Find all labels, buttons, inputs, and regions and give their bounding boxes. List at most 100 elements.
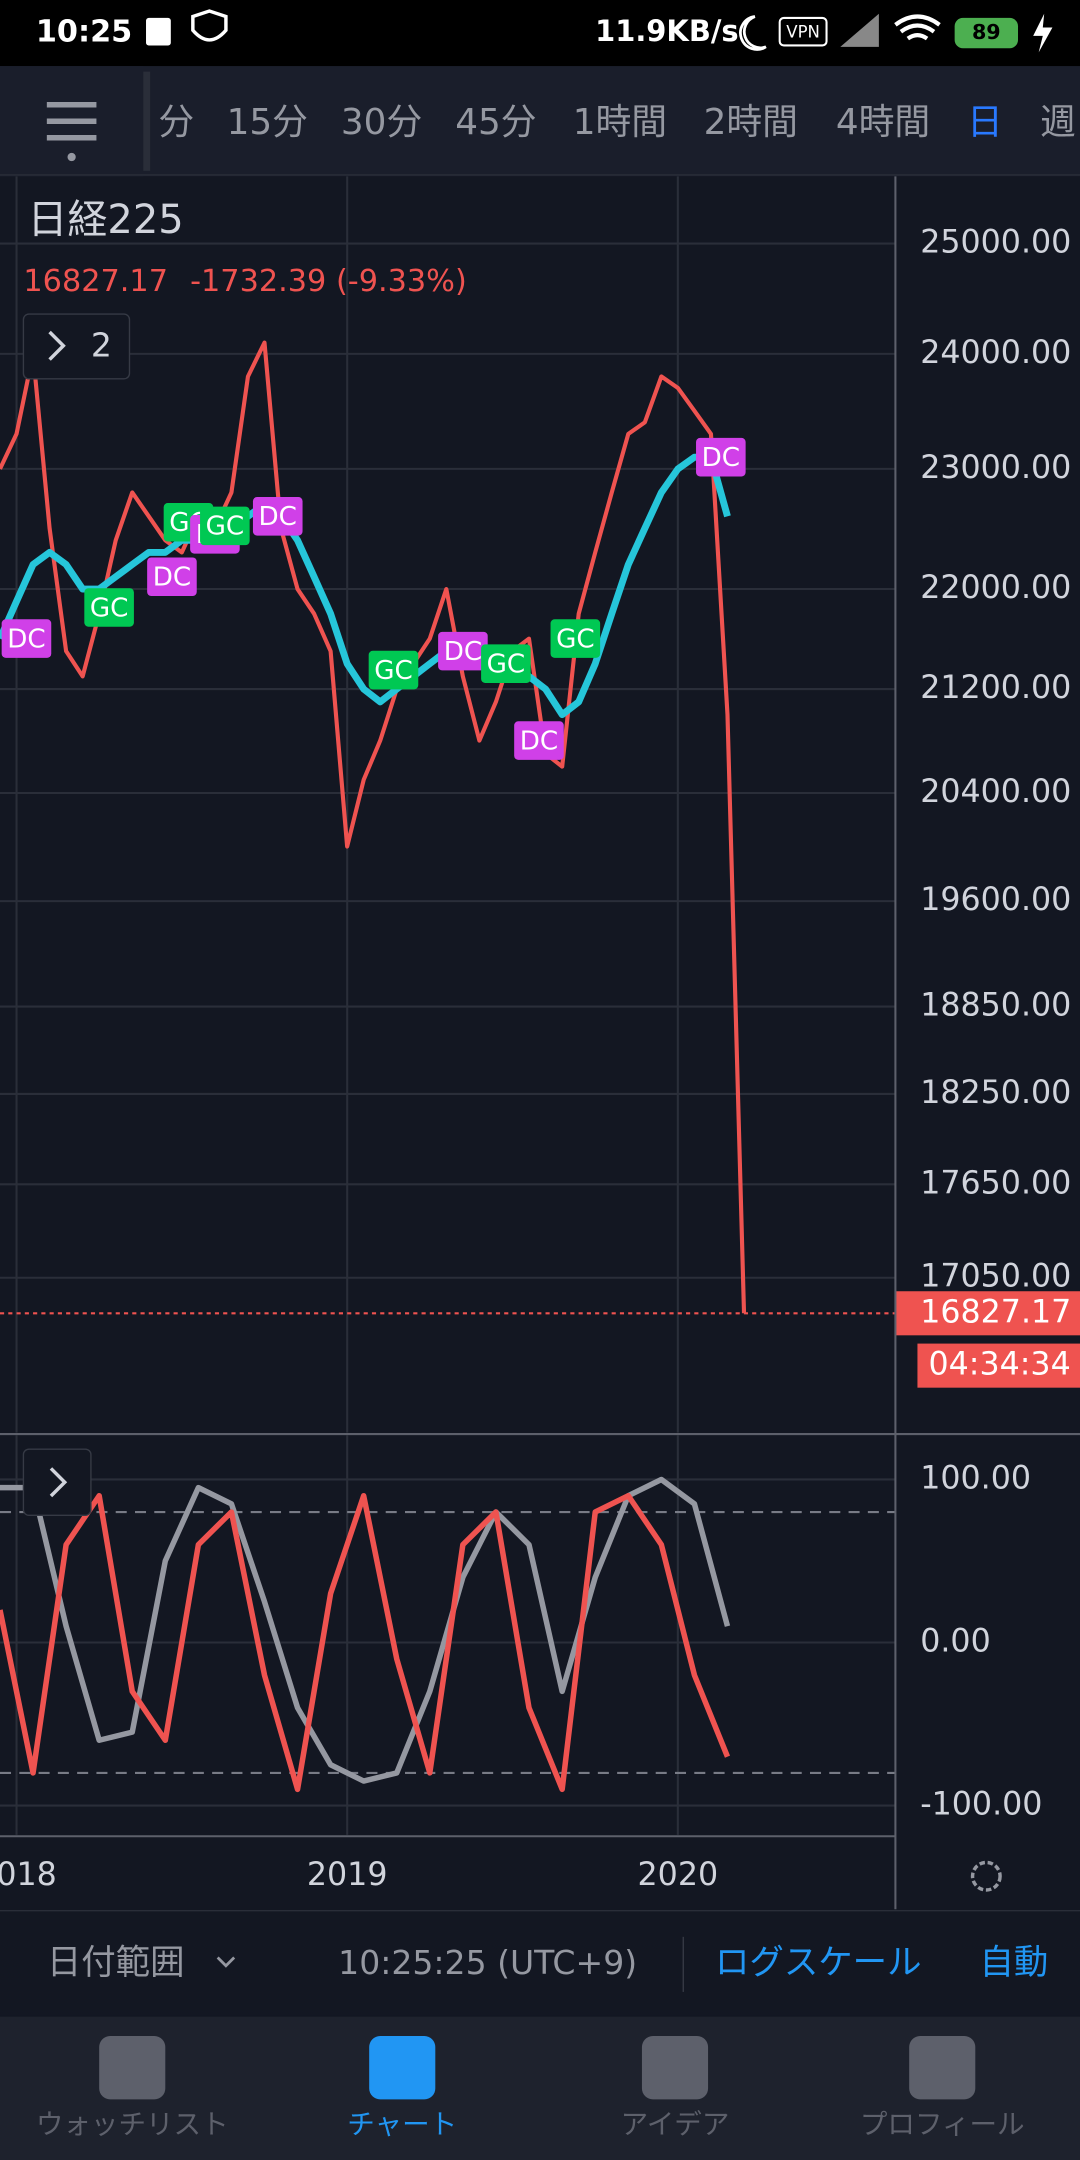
y-tick-label: 18850.00 <box>920 988 1071 1024</box>
nav-label[interactable]: アイデア <box>621 2109 730 2141</box>
signal-label: DC <box>7 624 45 654</box>
chart-area: 25000.00 24000.00 23000.00 22000.00 21200.00… <box>0 176 1080 1893</box>
y-tick-label: 100.00 <box>920 1460 1031 1496</box>
nav-label[interactable]: プロフィール <box>860 2109 1025 2141</box>
nav-icon[interactable] <box>99 2036 166 2100</box>
y-tick-label: 25000.00 <box>920 225 1071 261</box>
timeframe-tab[interactable]: 2時間 <box>704 102 798 143</box>
y-tick-label: 20400.00 <box>920 774 1071 810</box>
nav-icon[interactable] <box>909 2036 976 2100</box>
toolbar-divider <box>143 71 151 171</box>
toolbar <box>0 66 1080 177</box>
status-vpn-box <box>778 16 828 47</box>
nav-icon[interactable] <box>641 2036 709 2100</box>
timeframe-tab[interactable]: 1時間 <box>573 102 667 143</box>
signal-label: GC <box>556 624 595 654</box>
countdown-box <box>917 1343 1080 1388</box>
y-tick-label: 24000.00 <box>920 335 1071 371</box>
countdown: 04:34:34 <box>928 1347 1070 1383</box>
menu-dot <box>67 152 76 162</box>
y-tick-label: 23000.00 <box>920 450 1071 486</box>
y-tick-label: 21200.00 <box>920 670 1071 706</box>
y-tick-label: -100.00 <box>920 1787 1042 1823</box>
chevron <box>49 1467 68 1498</box>
y-tick-label: 19600.00 <box>920 882 1071 918</box>
series-line <box>0 453 731 719</box>
signal-badge <box>368 650 419 690</box>
signal-badge <box>438 631 488 671</box>
signal-badge <box>147 557 197 597</box>
status-bar <box>0 0 1080 67</box>
status-icon <box>191 9 228 42</box>
bottom-nav <box>0 2016 1080 2160</box>
status-battery-box <box>954 17 1019 49</box>
status-wifi <box>894 14 941 41</box>
y-tick-label: 18250.00 <box>920 1075 1071 1111</box>
chevron <box>48 330 66 361</box>
series-line <box>0 1492 731 1793</box>
timeframe-tab[interactable]: 分 <box>158 102 194 143</box>
status-icon <box>739 15 767 51</box>
timeframe-tab[interactable]: 15分 <box>227 102 308 143</box>
oscillator-toggle[interactable] <box>22 1448 92 1516</box>
signal-badge <box>514 721 564 760</box>
status-signal <box>840 13 879 47</box>
nav-label[interactable]: ウォッチリスト <box>36 2109 229 2141</box>
auto-scale-button[interactable]: 自動 <box>979 1943 1048 1983</box>
timeframe-tab[interactable]: 週 <box>1040 102 1076 143</box>
last-price-box <box>895 1291 1080 1336</box>
bottom-bar <box>0 1910 1080 2016</box>
y-tick-label: 22000.00 <box>920 570 1071 606</box>
status-net-speed: 11.9KB/s <box>595 14 739 48</box>
log-scale-button[interactable]: ログスケール <box>715 1943 922 1983</box>
series-line <box>0 340 747 1314</box>
signal-label: DC <box>702 443 740 473</box>
x-tick-label: 2019 <box>307 1857 388 1893</box>
x-tick-label: 2020 <box>638 1857 719 1893</box>
signal-badge <box>1 619 52 658</box>
y-tick-label: 0.00 <box>920 1623 991 1659</box>
settings-button[interactable] <box>970 1860 1002 1892</box>
last-price: 16827.17 <box>23 264 168 299</box>
signal-badge <box>200 506 250 546</box>
status-time: 10:25 <box>36 15 132 50</box>
menu-button[interactable] <box>46 101 97 141</box>
timeframe-tabs: 分 15分 30分 45分 1時間 2時間 4時間日週 <box>158 102 1075 143</box>
signal-badge <box>696 437 746 477</box>
symbol-name: 日経225 <box>28 197 184 243</box>
x-tick-label: 2018 <box>0 1857 57 1893</box>
timeframe-tab[interactable]: 45分 <box>455 102 536 143</box>
price-change: -1732.39 (-9.33%) <box>190 264 467 299</box>
timeframe-tab[interactable]: 4時間 <box>836 102 930 143</box>
timeframe-tab[interactable]: 日 <box>967 102 1003 143</box>
status-vpn: VPN <box>786 23 820 42</box>
signal-badge <box>84 588 134 627</box>
nav-label[interactable]: チャート <box>347 2109 457 2141</box>
indicator-toggle[interactable] <box>22 313 131 380</box>
timeframe-tab[interactable]: 30分 <box>341 102 422 143</box>
signal-label: GC <box>90 593 129 623</box>
date-range-button[interactable]: 日付範囲 <box>47 1943 185 1983</box>
series-line <box>0 1476 731 1784</box>
y-tick-label: 17050.00 <box>920 1259 1071 1295</box>
last-price-label: 16827.17 <box>920 1294 1071 1330</box>
status-battery: 89 <box>972 20 1001 44</box>
status-icon <box>146 17 171 46</box>
signal-label: DC <box>444 637 482 667</box>
signal-badge <box>550 619 601 658</box>
signal-badge <box>481 644 531 683</box>
y-tick-label: 17650.00 <box>920 1165 1071 1201</box>
signal-label: GC <box>374 656 413 686</box>
signal-label: DC <box>259 502 297 532</box>
signal-label: DC <box>153 563 191 593</box>
status-charging <box>1033 13 1053 53</box>
signal-label: DC <box>520 726 558 756</box>
nav-icon[interactable] <box>369 2036 436 2100</box>
signal-badge <box>252 497 303 536</box>
signal-label: GC <box>487 650 526 680</box>
chevron <box>216 1956 236 1968</box>
indicator-count: 2 <box>91 326 112 365</box>
nav-items: ウォッチリスト チャート アイデア プロフィール <box>36 2036 1025 2141</box>
